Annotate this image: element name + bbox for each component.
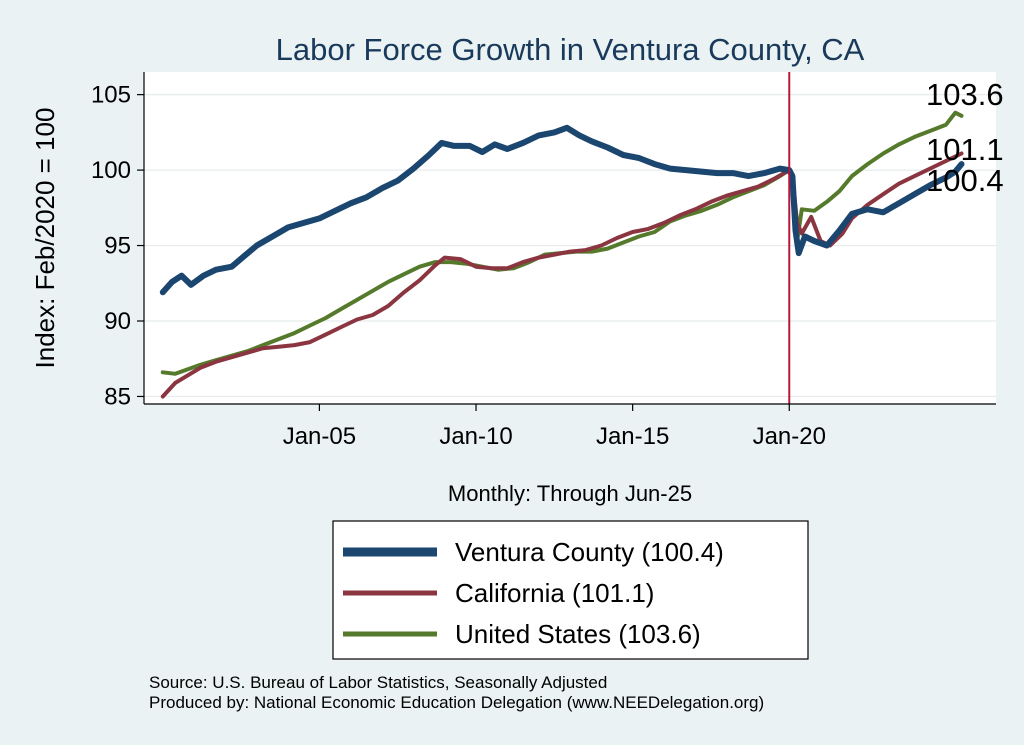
legend-label-california: California (101.1) (455, 578, 654, 608)
y-tick-label: 90 (104, 308, 131, 335)
series-lines (159, 110, 965, 399)
chart-title: Labor Force Growth in Ventura County, CA (276, 32, 865, 67)
legend-label-ventura-county: Ventura County (100.4) (455, 537, 724, 567)
x-tick-label: Jan-15 (596, 423, 669, 450)
x-tick-label: Jan-10 (439, 423, 512, 450)
producer-note: Produced by: National Economic Education… (149, 693, 765, 712)
x-axis-label: Monthly: Through Jun-25 (448, 481, 692, 506)
grid (144, 94, 996, 398)
x-ticks: Jan-05 Jan-10 Jan-15 Jan-20 (283, 404, 826, 450)
y-tick-label: 95 (104, 233, 131, 260)
end-label-united-states: 103.6 (926, 77, 1004, 112)
legend-label-united-states: United States (103.6) (455, 619, 701, 649)
x-tick-label: Jan-20 (753, 423, 826, 450)
y-axis-label: Index: Feb/2020 = 100 (30, 108, 60, 369)
y-tick-label: 85 (104, 383, 131, 410)
series-line-ventura-county (159, 124, 965, 296)
y-tick-label: 105 (91, 82, 131, 109)
y-tick-label: 100 (91, 157, 131, 184)
y-ticks: 85 90 95 100 105 (91, 82, 144, 410)
end-label-ventura-county: 100.4 (926, 163, 1004, 198)
legend: Ventura County (100.4) California (101.1)… (332, 520, 809, 660)
source-note: Source: U.S. Bureau of Labor Statistics,… (149, 673, 608, 692)
x-tick-label: Jan-05 (283, 423, 356, 450)
end-label-california: 101.1 (926, 132, 1004, 167)
series-line-california (160, 151, 964, 399)
chart: Labor Force Growth in Ventura County, CA… (30, 32, 1004, 660)
series-line-united-states (160, 110, 964, 376)
